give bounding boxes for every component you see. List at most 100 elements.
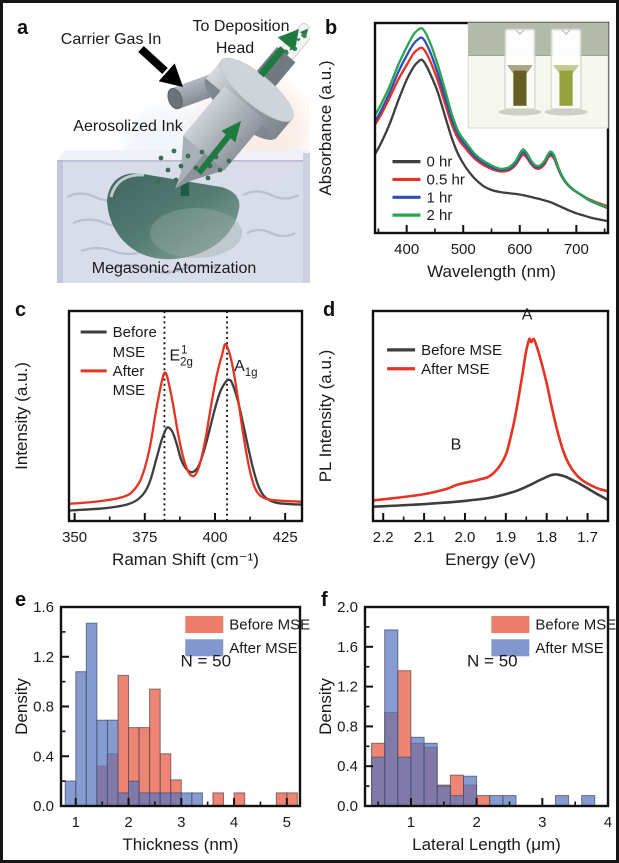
x-tick-label: 350 [62, 529, 87, 546]
x-tick-label: 400 [202, 529, 227, 546]
cuvette-liquid [559, 70, 573, 106]
x-axis-title: Lateral Length (μm) [412, 835, 561, 854]
series-line-after-mse [68, 343, 303, 505]
series-line-0-hr [373, 58, 609, 223]
collar-top [219, 57, 294, 122]
histogram-bar [581, 795, 596, 807]
y-axis-title: Density [316, 678, 335, 735]
tank-left-wall [57, 161, 63, 283]
x-tick-label: 1.7 [577, 529, 598, 546]
legend-label: After [113, 363, 145, 380]
aerosolized-ink-label: Aerosolized Ink [73, 118, 183, 135]
chart-f-svg: 1 2 3 4 0.0 0.4 0.8 1.2 1.6 2.0 Lateral Length (μm… [316, 599, 616, 854]
histogram-bar [117, 674, 130, 807]
legend-swatch [185, 616, 224, 634]
legend-label: 0.5 hr [426, 171, 464, 188]
legend-label: MSE [113, 344, 146, 361]
histogram-bar [138, 792, 151, 807]
peak-annotation-main: A [234, 358, 245, 375]
chart-lateral-length-histogram: 1 2 3 4 0.0 0.4 0.8 1.2 1.6 2.0 Lateral Length (μm… [315, 583, 616, 856]
histogram-bar [476, 795, 491, 807]
y-tick-label: 0.0 [337, 798, 358, 815]
chart-pl: 2.2 2.1 2.0 1.9 1.8 1.7 Energy (eV) PL Intensit… [315, 295, 616, 579]
x-axis-title: Thickness (nm) [122, 835, 238, 854]
x-tick-label: 4 [604, 814, 612, 831]
series-line-2-hr [373, 27, 609, 209]
chart-b-svg: 400 500 600 700 Wavelength (nm) Absorbance (a… [316, 21, 610, 281]
histogram-bar [286, 792, 298, 807]
histogram-bar [191, 792, 203, 807]
y-tick-label: 0.4 [33, 748, 54, 765]
x-tick-label: 2.2 [373, 529, 394, 546]
cuvette-top-notch [561, 29, 571, 35]
peak-annotation: B [451, 437, 462, 454]
aerosol-dot [302, 33, 307, 39]
chart-e-svg: 1 2 3 4 5 0.0 0.4 0.8 1.2 1.6 Thickness (nm) Densit… [12, 599, 310, 854]
bars-after-mse [64, 622, 203, 807]
y-axis-title: Density [12, 678, 31, 735]
x-tick-label: 1.8 [536, 529, 557, 546]
cuvette-top-notch [515, 29, 525, 35]
schematic-svg: Carrier Gas In To Deposition Head Aeroso… [57, 18, 315, 283]
x-tick-label: 2.0 [455, 529, 476, 546]
plot-frame [371, 309, 610, 523]
peak-annotation-sup: 1 [181, 344, 187, 356]
histogram-bar [384, 629, 399, 807]
chart-d-svg: 2.2 2.1 2.0 1.9 1.8 1.7 Energy (eV) PL Intensit… [316, 306, 610, 569]
dome-highlight [150, 208, 242, 258]
x-tick-label: 2 [472, 814, 480, 831]
legend-swatch [185, 639, 224, 657]
histogram-bar [275, 792, 288, 807]
wave-line [80, 246, 146, 256]
histogram-bar [212, 792, 224, 807]
y-tick-label: 0.4 [337, 758, 358, 775]
y-axis-title: Intensity (a.u.) [12, 362, 31, 470]
panel-letter-f: f [321, 589, 328, 611]
panel-letter-e: e [15, 589, 27, 611]
cuvette-frosted-top [553, 31, 580, 67]
wave-line [242, 190, 300, 200]
chart-raman: 350 375 400 425 Raman Shift (cm⁻¹) Intensity … [11, 295, 310, 579]
y-tick-label: 0.0 [33, 798, 54, 815]
legend-label: After MSE [421, 361, 489, 378]
histogram-bar [64, 780, 77, 807]
x-tick-label: 600 [507, 241, 532, 258]
x-tick-label: 400 [394, 241, 419, 258]
carrier-gas-arrow [138, 46, 183, 87]
y-tick-label: 1.2 [337, 679, 358, 696]
legend-label: Before MSE [229, 617, 310, 634]
dome-rim [109, 173, 145, 198]
peak-annotation-main: B [451, 437, 462, 454]
x-tick-label: 5 [283, 814, 291, 831]
peak-annotation: A1g [234, 358, 257, 379]
mist-dots [155, 148, 232, 184]
cuvette-liquid [513, 70, 527, 106]
sample-count-note: N = 50 [467, 652, 518, 671]
ink-flow-arrow [196, 121, 241, 175]
y-axis-title: Absorbance (a.u.) [316, 60, 335, 195]
panel-a-schematic: Carrier Gas In To Deposition Head Aeroso… [11, 11, 315, 295]
transducer-dome [107, 173, 242, 260]
inset-shelf-strip [468, 23, 608, 56]
histogram-bar [180, 792, 193, 807]
peak-annotation: A [522, 306, 533, 323]
series-line-before-mse [68, 378, 303, 512]
y-tick-label: 1.6 [337, 639, 358, 656]
histogram-bar [85, 622, 98, 807]
legend-label: 1 hr [426, 189, 452, 206]
histogram-bar [371, 756, 386, 807]
nozzle-assembly [175, 22, 315, 189]
histogram-bar [75, 671, 87, 807]
x-tick-label: 700 [564, 241, 589, 258]
x-tick-label: 425 [273, 529, 298, 546]
series-line-before-mse [372, 473, 609, 508]
histogram-bar [106, 719, 119, 807]
legend-label: Before MSE [421, 342, 502, 359]
histogram-bar [555, 795, 570, 807]
chart-thickness-histogram: 1 2 3 4 5 0.0 0.4 0.8 1.2 1.6 Thickness (nm) Densit… [11, 583, 310, 856]
histogram-bar [410, 736, 425, 807]
plot-frame [67, 309, 304, 523]
histogram-bar [449, 795, 464, 807]
y-tick-label: 2.0 [337, 599, 358, 616]
